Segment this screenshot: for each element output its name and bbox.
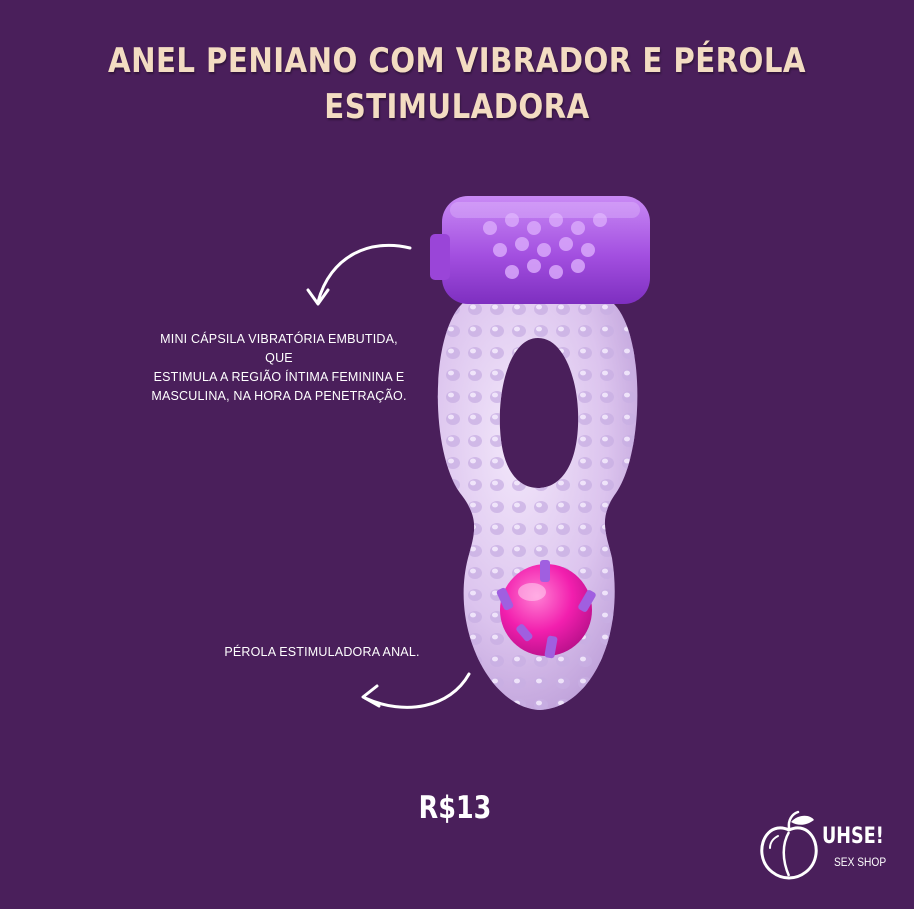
capsule-callout: MINI CÁPSILA VIBRATÓRIA EMBUTIDA, QUE ES…: [150, 330, 408, 406]
pearl-callout: PÉROLA ESTIMULADORA ANAL.: [224, 645, 420, 659]
brand-name: UHSE!: [822, 824, 884, 849]
price-label: R$13: [418, 790, 492, 826]
peach-icon: [760, 810, 818, 880]
capsule-callout-line-3: MASCULINA, NA HORA DA PENETRAÇÃO.: [151, 389, 407, 403]
brand-logo: UHSE! SEX SHOP: [758, 808, 898, 882]
curved-arrow-icon: [361, 672, 471, 709]
title-line-1: ANEL PENIANO COM VIBRADOR E PÉROLA: [108, 41, 806, 81]
curved-arrow-icon: [306, 243, 412, 306]
brand-tagline: SEX SHOP: [834, 855, 887, 869]
product-image: [430, 196, 650, 710]
capsule-callout-line-1: MINI CÁPSILA VIBRATÓRIA EMBUTIDA, QUE: [160, 332, 398, 365]
title-line-2: ESTIMULADORA: [324, 87, 590, 127]
page-title: ANEL PENIANO COM VIBRADOR E PÉROLA ESTIM…: [64, 38, 850, 130]
capsule-callout-line-2: ESTIMULA A REGIÃO ÍNTIMA FEMININA E: [153, 370, 405, 384]
